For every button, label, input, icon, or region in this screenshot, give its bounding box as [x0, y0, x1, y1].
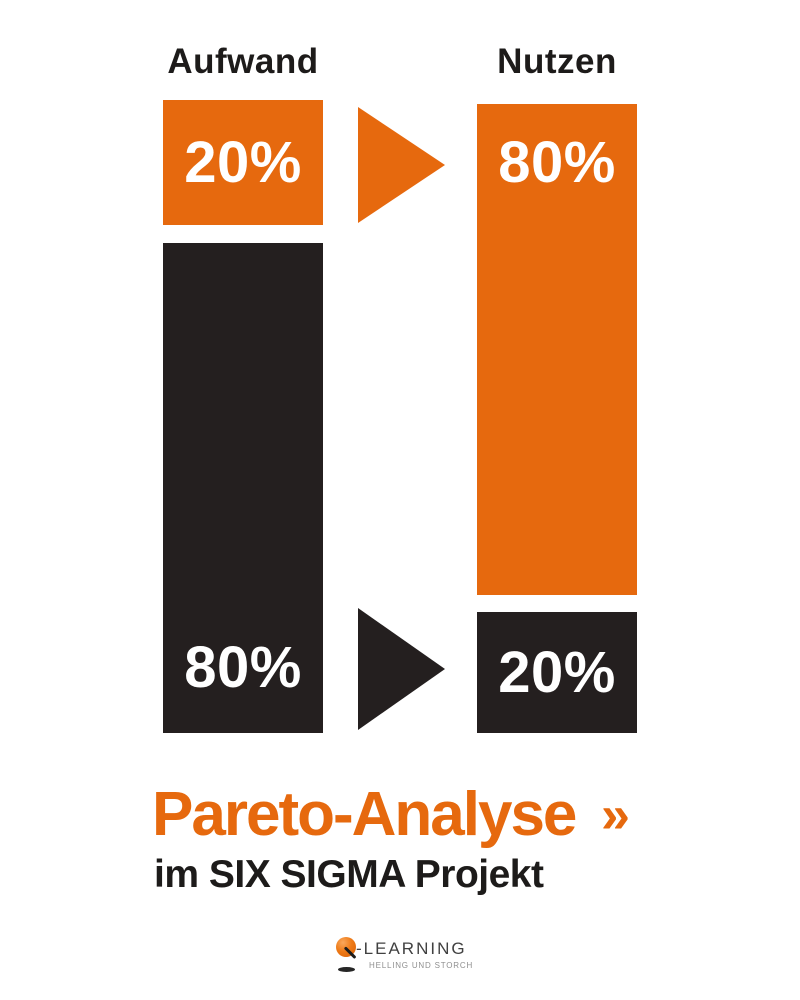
- logo: -LEARNING HELLING UND STORCH: [336, 936, 472, 976]
- q-logo-shadow-icon: [338, 967, 355, 972]
- nutzen-black-value: 20%: [498, 639, 616, 705]
- column-label-nutzen: Nutzen: [497, 42, 617, 81]
- aufwand-black-value: 80%: [184, 635, 302, 700]
- arrow-right-bottom-icon: [358, 608, 445, 730]
- nutzen-orange-segment: 80%: [477, 104, 637, 595]
- logo-tagline: HELLING UND STORCH: [369, 961, 474, 970]
- nutzen-black-segment: 20%: [477, 612, 637, 733]
- page-title: Pareto-Analyse: [152, 780, 577, 849]
- nutzen-orange-value: 80%: [498, 130, 616, 195]
- double-chevron-icon: »: [601, 786, 630, 844]
- logo-wordmark: -LEARNING: [356, 939, 467, 958]
- aufwand-orange-segment: 20%: [163, 100, 323, 225]
- aufwand-orange-value: 20%: [184, 129, 302, 195]
- arrow-right-top-icon: [358, 107, 445, 223]
- column-label-aufwand: Aufwand: [167, 42, 319, 81]
- aufwand-black-segment: 80%: [163, 243, 323, 733]
- page-subtitle: im SIX SIGMA Projekt: [154, 853, 544, 896]
